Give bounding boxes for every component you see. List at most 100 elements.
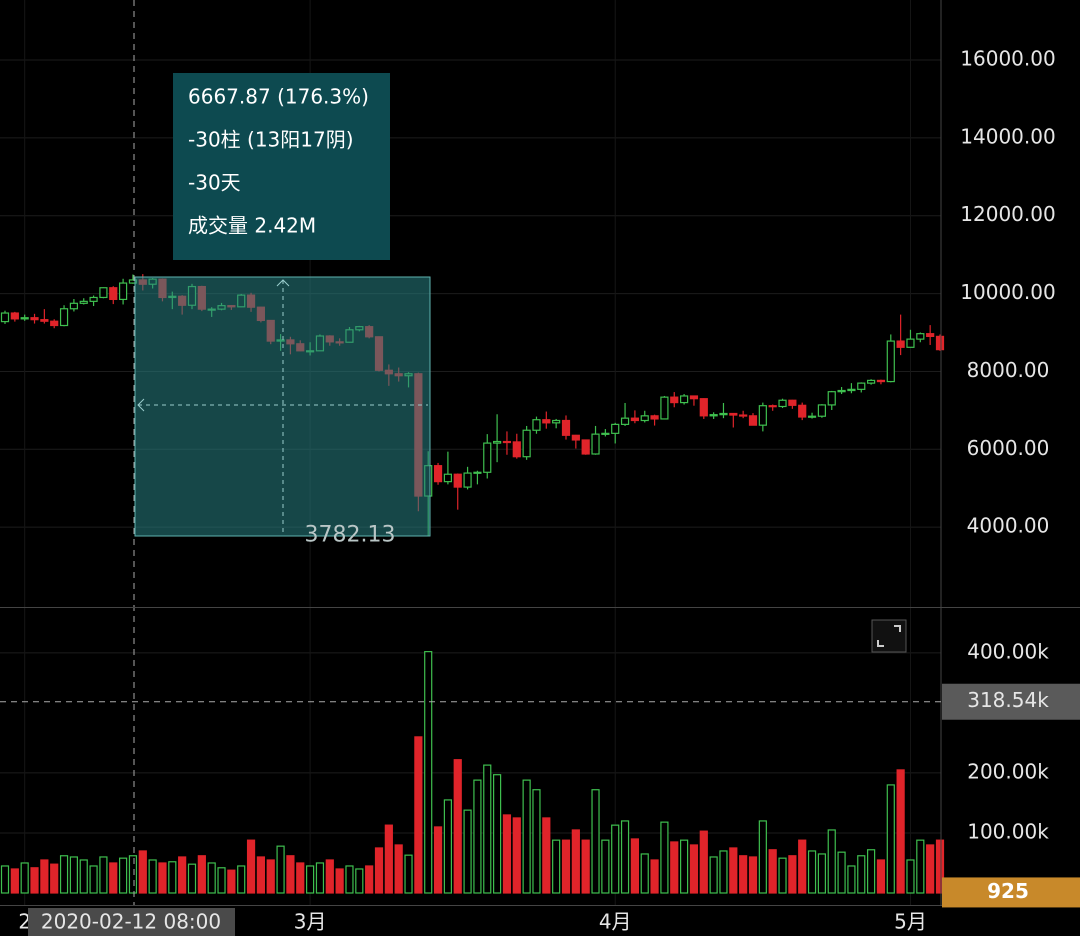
x-tick-label: 2	[18, 910, 31, 934]
candle-body	[502, 440, 512, 444]
volume-bar	[729, 847, 738, 894]
candle-body	[699, 398, 708, 417]
volume-bar	[788, 855, 797, 894]
candle-body	[847, 388, 856, 392]
volume-bar	[532, 789, 541, 894]
volume-bar	[138, 850, 147, 894]
volume-bar	[473, 779, 482, 894]
tooltip-line: 成交量 2.42M	[188, 214, 316, 238]
volume-bar	[345, 865, 354, 894]
candle-body	[876, 379, 886, 383]
candle-body	[620, 417, 630, 425]
volume-bar	[40, 859, 49, 894]
candle-body	[709, 414, 718, 417]
volume-bar	[89, 865, 98, 894]
volume-bar	[857, 855, 866, 894]
volume-bar	[709, 856, 718, 894]
volume-bar	[355, 868, 364, 894]
candle-body	[119, 282, 128, 301]
volume-bar	[374, 847, 384, 894]
volume-bar	[847, 865, 856, 894]
tooltip-line: -30天	[188, 171, 241, 195]
volume-bar	[30, 867, 39, 894]
crosshair-date: 2020-02-12 08:00	[41, 910, 221, 934]
volume-bar	[266, 859, 275, 894]
candle-body	[798, 404, 807, 418]
candle-body	[581, 439, 590, 455]
candle-body	[512, 441, 521, 458]
candle-body	[739, 414, 748, 417]
volume-bar	[384, 824, 393, 894]
volume-bar	[611, 824, 620, 894]
volume-bar	[561, 839, 571, 894]
volume-bar	[739, 855, 748, 894]
candle-body	[542, 419, 551, 424]
volume-bar	[433, 826, 443, 894]
candle-body	[79, 300, 88, 304]
y-tick-label: 8000.00	[967, 358, 1050, 382]
volume-bar	[916, 839, 925, 894]
volume-bar	[591, 789, 600, 894]
crosshair-value: 318.54k	[967, 688, 1049, 712]
candle-body	[650, 415, 659, 420]
candle-body	[0, 312, 10, 323]
volume-bar	[207, 862, 216, 894]
volume-bar	[906, 859, 915, 894]
volume-bar	[670, 841, 679, 894]
volume-bar	[896, 769, 905, 894]
candle-body	[601, 432, 610, 435]
volume-bar	[680, 839, 689, 894]
volume-bar	[315, 862, 325, 894]
candle-body	[729, 412, 738, 416]
volume-bar	[630, 838, 639, 894]
tooltip-line: 6667.87 (176.3%)	[188, 85, 369, 109]
volume-bar	[837, 851, 846, 894]
candle-body	[463, 472, 472, 488]
volume-bar	[798, 839, 807, 894]
expand-icon[interactable]	[871, 619, 907, 653]
candle-body	[807, 415, 817, 418]
volume-bar	[168, 861, 177, 894]
volume-bar	[640, 853, 649, 894]
candle-body	[443, 473, 452, 483]
volume-bar	[197, 855, 206, 894]
candle-body	[30, 317, 39, 321]
candle-body	[886, 340, 895, 383]
y-tick-label: 400.00k	[967, 639, 1049, 663]
candle-body	[611, 423, 620, 434]
candle-body	[89, 296, 98, 302]
candle-body	[473, 471, 482, 474]
volume-bar	[256, 856, 265, 894]
volume-bar	[453, 759, 462, 894]
candle-body	[689, 395, 699, 400]
candle-body	[748, 415, 758, 426]
volume-bar	[817, 853, 826, 894]
volume-bar	[365, 865, 374, 894]
volume-bar	[502, 814, 512, 894]
volume-bar	[414, 736, 423, 894]
volume-bar	[20, 862, 29, 894]
volume-bar	[128, 855, 138, 894]
candle-body	[50, 320, 59, 327]
volume-bar	[552, 839, 561, 894]
candle-body	[109, 287, 118, 301]
volume-bar	[443, 799, 452, 894]
volume-bar	[237, 865, 246, 894]
y-tick-label: 12000.00	[960, 202, 1055, 226]
y-tick-label: 100.00k	[967, 819, 1049, 843]
volume-bar	[778, 857, 787, 894]
y-tick-label: 200.00k	[967, 759, 1049, 783]
candle-body	[433, 465, 443, 483]
candle-body	[552, 419, 561, 424]
volume-bar	[217, 867, 226, 894]
volume-bar	[699, 830, 708, 894]
candle-body	[561, 419, 571, 436]
volume-bar	[394, 844, 403, 894]
candle-body	[719, 412, 728, 416]
volume-bar	[404, 854, 413, 894]
tooltip-line: -30柱 (13阳17阴)	[188, 128, 354, 152]
volume-bar	[935, 839, 945, 894]
volume-bar	[758, 820, 767, 894]
candle-body	[817, 404, 826, 417]
